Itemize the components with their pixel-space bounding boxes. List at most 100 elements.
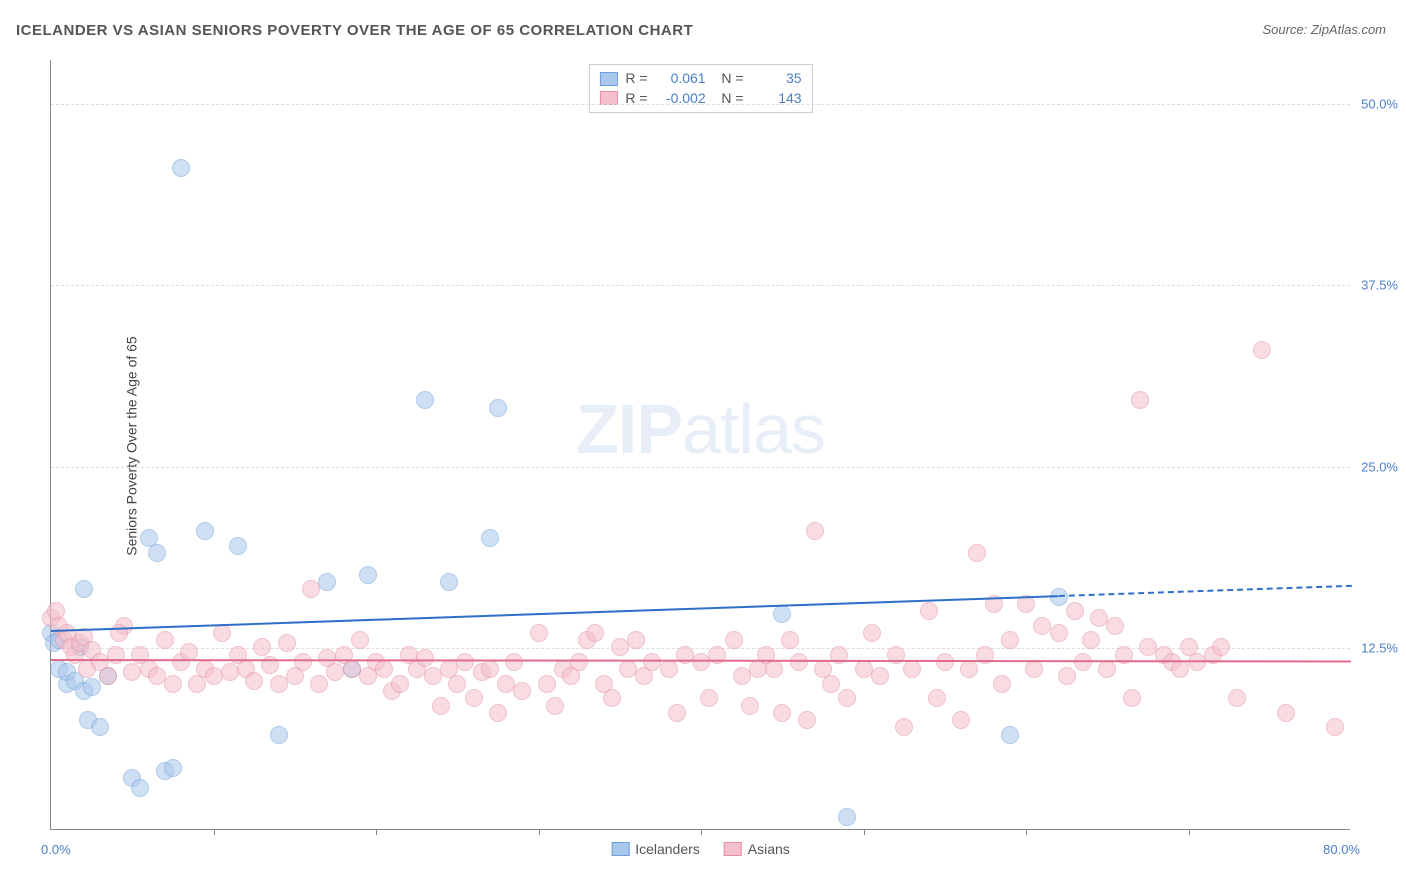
data-point: [229, 537, 247, 555]
data-point: [416, 649, 434, 667]
data-point: [1001, 726, 1019, 744]
data-point: [603, 689, 621, 707]
data-point: [123, 663, 141, 681]
x-tick: [214, 829, 215, 835]
data-point: [131, 779, 149, 797]
gridline: [51, 285, 1350, 286]
data-point: [156, 631, 174, 649]
data-point: [432, 697, 450, 715]
data-point: [489, 399, 507, 417]
data-point: [1106, 617, 1124, 635]
data-point: [871, 667, 889, 685]
data-point: [1050, 624, 1068, 642]
data-point: [270, 675, 288, 693]
data-point: [765, 660, 783, 678]
data-point: [773, 605, 791, 623]
trend-line: [51, 595, 1059, 632]
watermark-light: atlas: [682, 390, 825, 468]
data-point: [75, 580, 93, 598]
data-point: [318, 573, 336, 591]
data-point: [253, 638, 271, 656]
data-point: [660, 660, 678, 678]
stats-n-value: 35: [752, 69, 802, 89]
stats-r-value: -0.002: [656, 89, 706, 109]
stats-row: R =0.061 N =35: [599, 69, 801, 89]
data-point: [806, 522, 824, 540]
data-point: [1025, 660, 1043, 678]
data-point: [148, 544, 166, 562]
data-point: [1228, 689, 1246, 707]
legend-swatch: [611, 842, 629, 856]
stats-n-label: N =: [714, 89, 744, 109]
data-point: [391, 675, 409, 693]
data-point: [822, 675, 840, 693]
data-point: [456, 653, 474, 671]
legend-label: Icelanders: [635, 841, 700, 857]
chart-title: ICELANDER VS ASIAN SENIORS POVERTY OVER …: [16, 22, 693, 39]
x-tick: [1026, 829, 1027, 835]
data-point: [424, 667, 442, 685]
data-point: [611, 638, 629, 656]
data-point: [895, 718, 913, 736]
gridline: [51, 104, 1350, 105]
data-point: [692, 653, 710, 671]
data-point: [920, 602, 938, 620]
data-point: [465, 689, 483, 707]
y-tick-label: 37.5%: [1361, 278, 1398, 293]
data-point: [1066, 602, 1084, 620]
stats-n-label: N =: [714, 69, 744, 89]
y-tick-label: 50.0%: [1361, 96, 1398, 111]
data-point: [481, 660, 499, 678]
data-point: [1131, 391, 1149, 409]
data-point: [326, 663, 344, 681]
data-point: [741, 697, 759, 715]
data-point: [1212, 638, 1230, 656]
data-point: [172, 159, 190, 177]
data-point: [546, 697, 564, 715]
data-point: [416, 391, 434, 409]
data-point: [570, 653, 588, 671]
data-point: [668, 704, 686, 722]
data-point: [294, 653, 312, 671]
x-axis-min-label: 0.0%: [41, 842, 71, 857]
data-point: [513, 682, 531, 700]
data-point: [790, 653, 808, 671]
data-point: [489, 704, 507, 722]
data-point: [773, 704, 791, 722]
data-point: [440, 573, 458, 591]
data-point: [302, 580, 320, 598]
data-point: [196, 522, 214, 540]
data-point: [164, 675, 182, 693]
data-point: [1326, 718, 1344, 736]
data-point: [83, 678, 101, 696]
x-tick: [864, 829, 865, 835]
data-point: [838, 689, 856, 707]
data-point: [798, 711, 816, 729]
data-point: [993, 675, 1011, 693]
data-point: [968, 544, 986, 562]
legend-item: Icelanders: [611, 841, 700, 857]
data-point: [781, 631, 799, 649]
data-point: [1001, 631, 1019, 649]
stats-row: R =-0.002 N =143: [599, 89, 801, 109]
data-point: [538, 675, 556, 693]
legend-swatch: [724, 842, 742, 856]
data-point: [270, 726, 288, 744]
data-point: [725, 631, 743, 649]
data-point: [180, 643, 198, 661]
data-point: [1253, 341, 1271, 359]
data-point: [1082, 631, 1100, 649]
y-tick-label: 25.0%: [1361, 459, 1398, 474]
data-point: [838, 808, 856, 826]
data-point: [91, 718, 109, 736]
data-point: [351, 631, 369, 649]
stats-n-value: 143: [752, 89, 802, 109]
stats-legend: R =0.061 N =35R =-0.002 N =143: [588, 64, 812, 113]
data-point: [928, 689, 946, 707]
legend-swatch: [599, 72, 617, 86]
data-point: [530, 624, 548, 642]
x-axis-max-label: 80.0%: [1323, 842, 1360, 857]
bottom-legend: IcelandersAsians: [611, 841, 790, 857]
data-point: [1098, 660, 1116, 678]
trend-line: [1058, 584, 1351, 596]
